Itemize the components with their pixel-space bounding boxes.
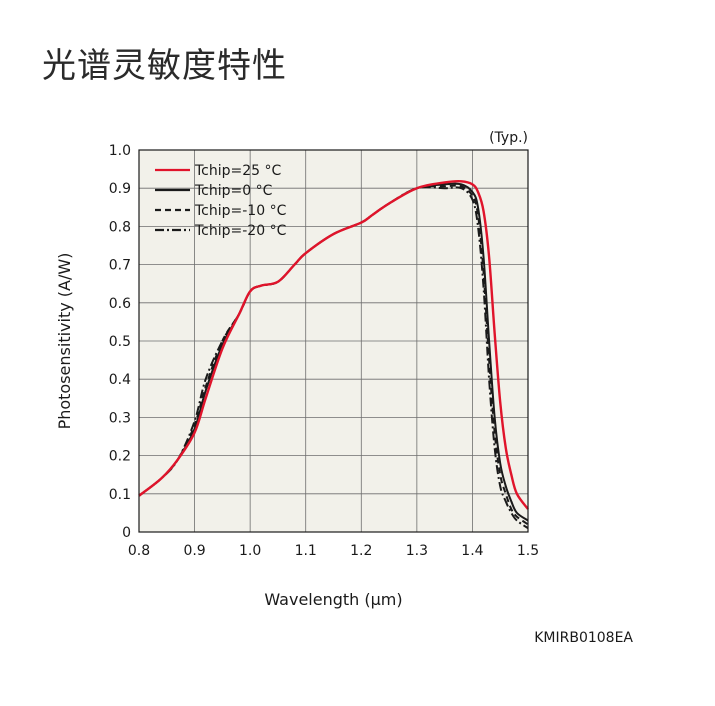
series-layer — [138, 180, 529, 530]
y-tick-label: 0.9 — [109, 181, 131, 197]
x-tick-label: 0.8 — [128, 543, 150, 559]
y-tick-label: 0.4 — [109, 372, 131, 388]
x-tick-label: 1.1 — [295, 543, 317, 559]
y-tick-label: 0.3 — [109, 410, 131, 426]
legend-label: Tchip=-20 °C — [194, 223, 287, 239]
y-tick-label: 0.2 — [109, 449, 131, 465]
y-tick-label: 0.1 — [109, 487, 131, 503]
legend-label: Tchip=25 °C — [194, 163, 282, 179]
plot-border — [138, 149, 529, 533]
y-tick-label: 0.7 — [109, 258, 131, 274]
legend-label: Tchip=0 °C — [194, 183, 273, 199]
x-tick-label: 1.3 — [406, 543, 428, 559]
series-line-0 — [138, 180, 529, 510]
y-tick-label: 0.5 — [109, 334, 131, 350]
x-tick-label: 1.5 — [517, 543, 539, 559]
page-title: 光谱灵敏度特性 — [42, 46, 287, 86]
y-tick-label: 0.6 — [109, 296, 131, 312]
x-tick-label: 1.0 — [239, 543, 261, 559]
x-tick-labels: 0.8 0.9 1.0 1.1 1.2 1.3 1.4 1.5 — [128, 543, 539, 559]
typ-note: (Typ.) — [489, 130, 528, 146]
y-axis-title: Photosensitivity (A/W) — [55, 253, 74, 430]
x-tick-label: 1.2 — [350, 543, 372, 559]
y-tick-label: 0 — [122, 525, 131, 541]
x-axis-title: Wavelength (μm) — [264, 590, 402, 609]
legend: Tchip=25 °C Tchip=0 °C Tchip=-10 °C Tchip=-… — [155, 163, 287, 239]
x-tick-label: 1.4 — [461, 543, 483, 559]
y-tick-label: 0.8 — [109, 219, 131, 235]
y-tick-label: 1.0 — [109, 143, 131, 159]
y-tick-labels: 0 0.1 0.2 0.3 0.4 0.5 0.6 0.7 0.8 0.9 1.0 — [109, 143, 131, 541]
figure-code: KMIRB0108EA — [534, 630, 633, 646]
legend-label: Tchip=-10 °C — [194, 203, 287, 219]
x-tick-label: 0.9 — [183, 543, 205, 559]
